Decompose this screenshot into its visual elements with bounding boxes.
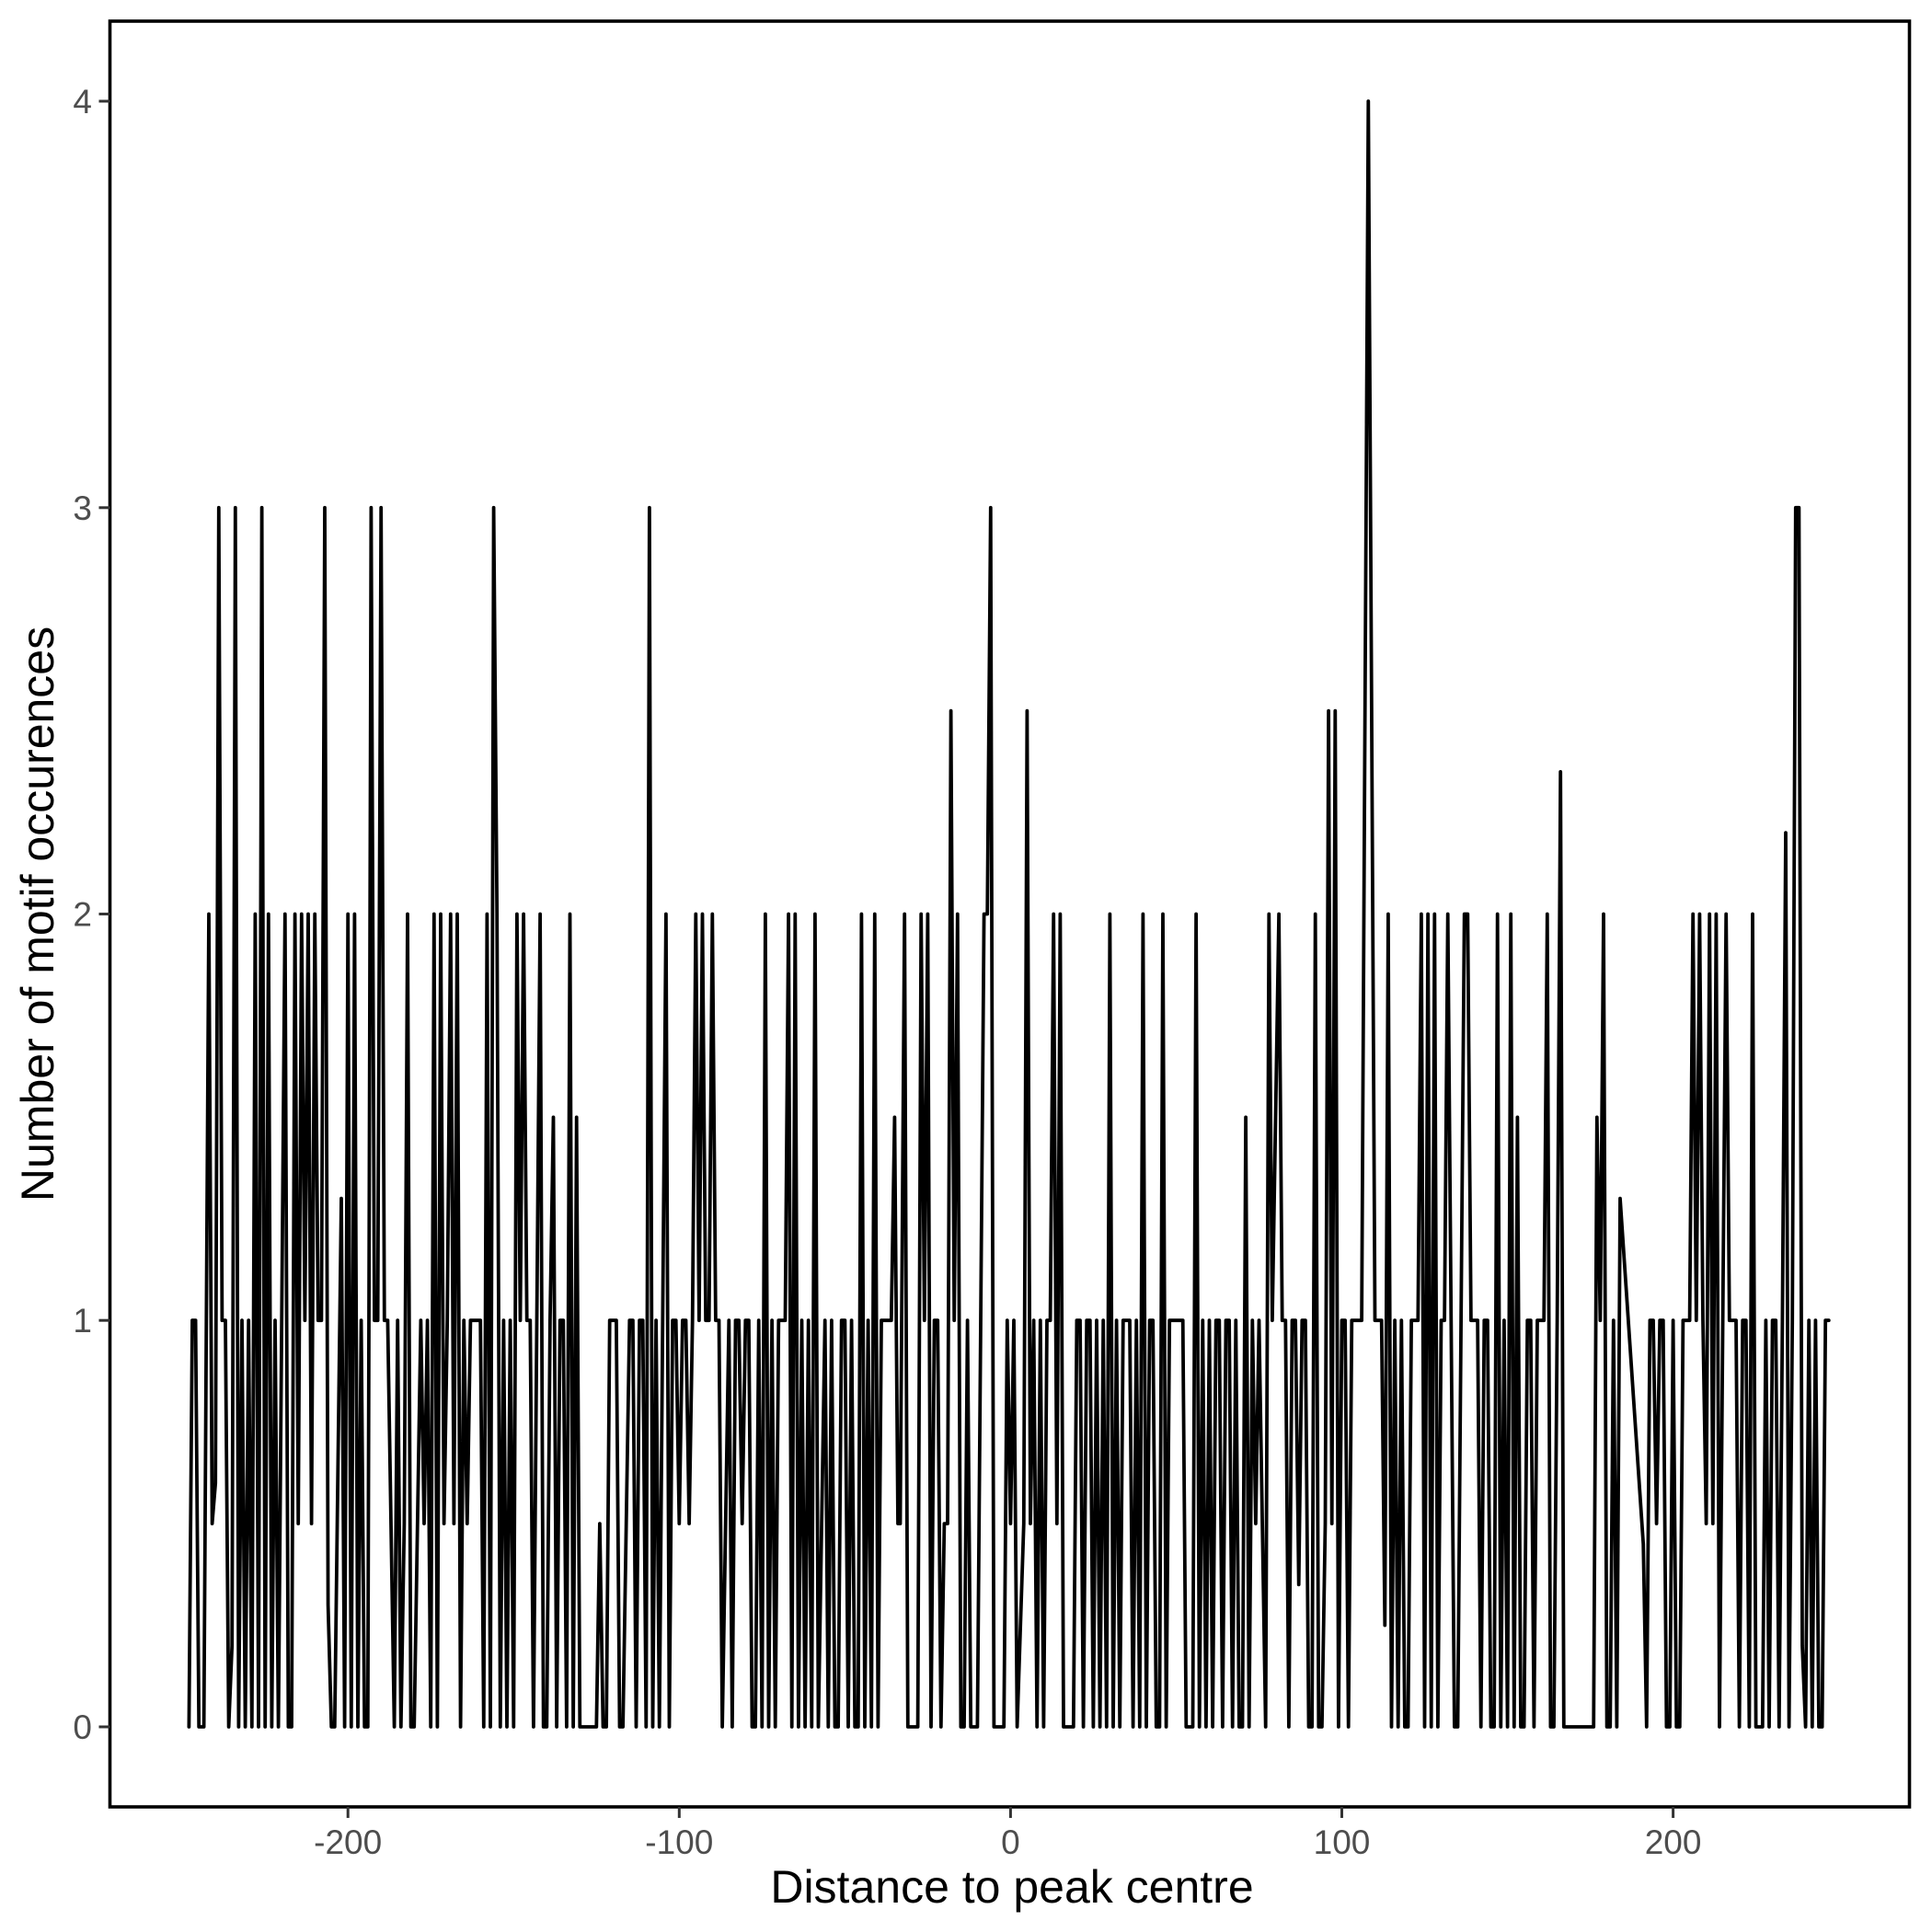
svg-text:200: 200 [1645, 1823, 1702, 1861]
svg-text:-200: -200 [314, 1823, 382, 1861]
svg-text:Number of motif occurences: Number of motif occurences [12, 627, 63, 1202]
svg-text:4: 4 [73, 83, 92, 121]
svg-text:-100: -100 [645, 1823, 713, 1861]
svg-text:100: 100 [1314, 1823, 1371, 1861]
svg-text:3: 3 [73, 489, 92, 527]
svg-text:0: 0 [73, 1708, 92, 1746]
svg-text:2: 2 [73, 896, 92, 934]
svg-text:1: 1 [73, 1302, 92, 1340]
svg-text:0: 0 [1001, 1823, 1020, 1861]
svg-text:Distance to peak centre: Distance to peak centre [770, 1861, 1253, 1913]
